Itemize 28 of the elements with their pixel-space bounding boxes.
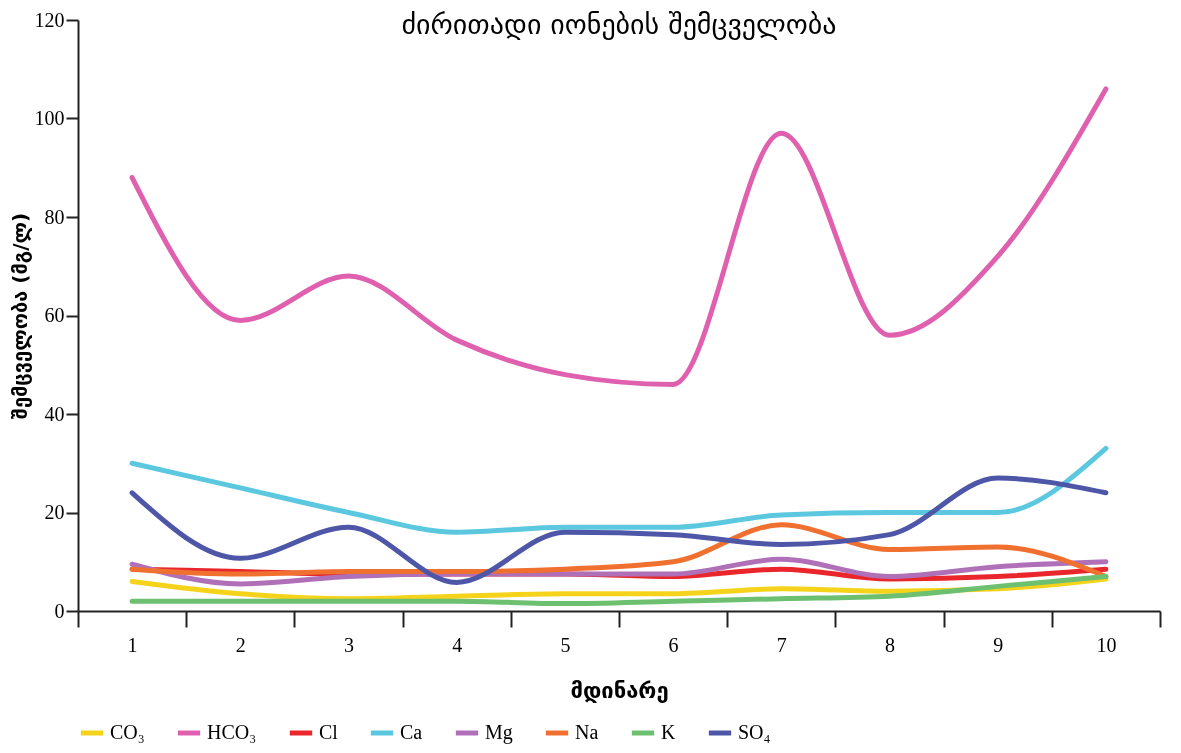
x-tick-label: 10 xyxy=(1096,633,1117,656)
legend-label: HCO₃ xyxy=(207,721,257,743)
y-tick-label: 20 xyxy=(44,501,65,523)
chart-title: ძირითადი იონების შემცველობა xyxy=(401,8,837,41)
y-tick-label: 0 xyxy=(54,599,65,622)
y-axis-title: შემცველობა (მგ/ლ) xyxy=(7,212,32,420)
x-tick-label: 9 xyxy=(993,633,1004,656)
x-tick-label: 2 xyxy=(235,633,246,656)
y-tick-label: 120 xyxy=(34,8,65,31)
x-tick-label: 4 xyxy=(452,633,463,656)
x-tick-label: 3 xyxy=(344,633,354,656)
x-tick-label: 8 xyxy=(885,633,895,656)
legend-label: Na xyxy=(575,721,599,743)
legend-label: Ca xyxy=(400,721,423,743)
y-tick-label: 80 xyxy=(44,205,65,228)
y-tick-label: 40 xyxy=(44,402,65,425)
legend-label: K xyxy=(661,721,676,743)
legend-label: CO₃ xyxy=(110,721,145,743)
legend-label: Cl xyxy=(319,721,339,743)
y-tick-label: 60 xyxy=(44,304,65,326)
x-tick-label: 7 xyxy=(776,633,787,656)
x-axis-title: მდინარე xyxy=(570,677,669,703)
y-tick-label: 100 xyxy=(34,107,65,129)
x-tick-label: 6 xyxy=(668,633,679,656)
x-tick-label: 5 xyxy=(560,633,571,656)
x-tick-label: 1 xyxy=(127,633,138,656)
legend-label: Mg xyxy=(485,721,513,744)
legend-label: SO₄ xyxy=(738,721,771,743)
